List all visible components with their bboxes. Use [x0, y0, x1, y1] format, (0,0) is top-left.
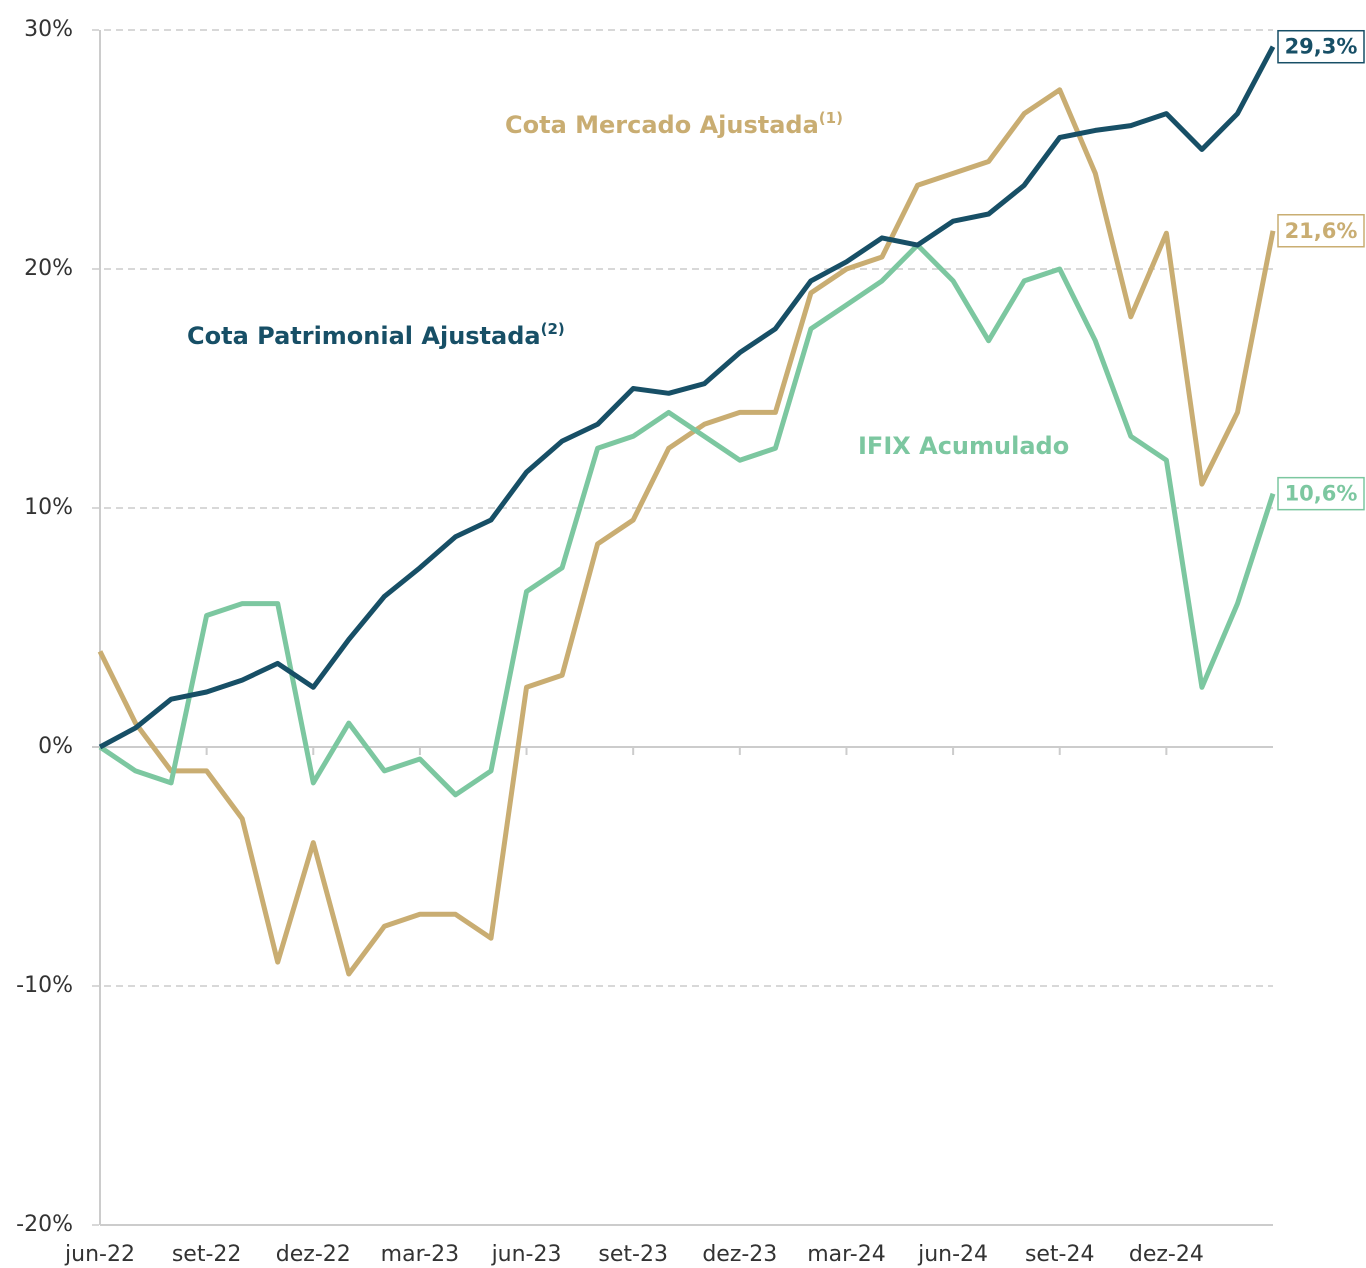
series-name: IFIX Acumulado: [858, 432, 1069, 460]
end-label-box: [1277, 29, 1365, 64]
x-tick-label: mar-23: [381, 1242, 459, 1267]
end-label-box: [1277, 214, 1365, 248]
series-line: [98, 242, 1276, 798]
x-tick-label: jun-24: [917, 1242, 988, 1267]
series-label: Cota Patrimonial Ajustada(2): [187, 320, 565, 351]
y-tick-label: 20%: [24, 256, 73, 281]
end-label: 10,6%: [1285, 482, 1358, 506]
series-label: IFIX Acumulado: [858, 432, 1069, 460]
series-name: Cota Patrimonial Ajustada: [187, 322, 541, 350]
x-tick-label: jun-22: [64, 1242, 135, 1267]
y-tick-label: -20%: [16, 1212, 73, 1237]
y-tick-label: -10%: [16, 973, 73, 998]
x-tick-label: dez-22: [276, 1242, 351, 1267]
x-tick-label: set-24: [1025, 1242, 1095, 1267]
y-tick-label: 30%: [24, 17, 73, 42]
x-tick-label: dez-23: [702, 1242, 777, 1267]
series-note: (2): [541, 320, 565, 338]
end-label-box: [1277, 476, 1365, 511]
series-line: [97, 87, 1276, 977]
series-name: Cota Mercado Ajustada: [505, 111, 819, 139]
x-tick-label: set-23: [598, 1242, 668, 1267]
y-tick-label: 0%: [38, 734, 73, 759]
end-label: 29,3%: [1285, 35, 1358, 59]
series-note: (1): [819, 109, 843, 127]
x-tick-label: set-22: [172, 1242, 242, 1267]
series-label: Cota Mercado Ajustada(1): [505, 109, 843, 140]
end-label: 21,6%: [1285, 219, 1358, 243]
series-line: [98, 45, 1276, 750]
x-tick-label: dez-24: [1129, 1242, 1204, 1267]
x-tick-label: mar-24: [807, 1242, 885, 1267]
y-tick-label: 10%: [24, 495, 73, 520]
x-tick-label: jun-23: [491, 1242, 562, 1267]
